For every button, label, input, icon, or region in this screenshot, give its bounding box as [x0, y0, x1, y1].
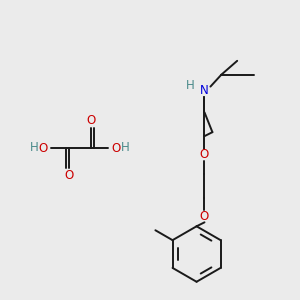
Text: H: H: [30, 140, 38, 154]
Text: O: O: [38, 142, 48, 154]
Text: H: H: [186, 79, 195, 92]
Text: O: O: [112, 142, 121, 154]
Text: O: O: [200, 148, 209, 161]
Text: O: O: [86, 114, 95, 127]
Text: H: H: [121, 140, 130, 154]
Text: O: O: [200, 210, 209, 223]
Text: O: O: [64, 169, 74, 182]
Text: N: N: [200, 84, 209, 97]
